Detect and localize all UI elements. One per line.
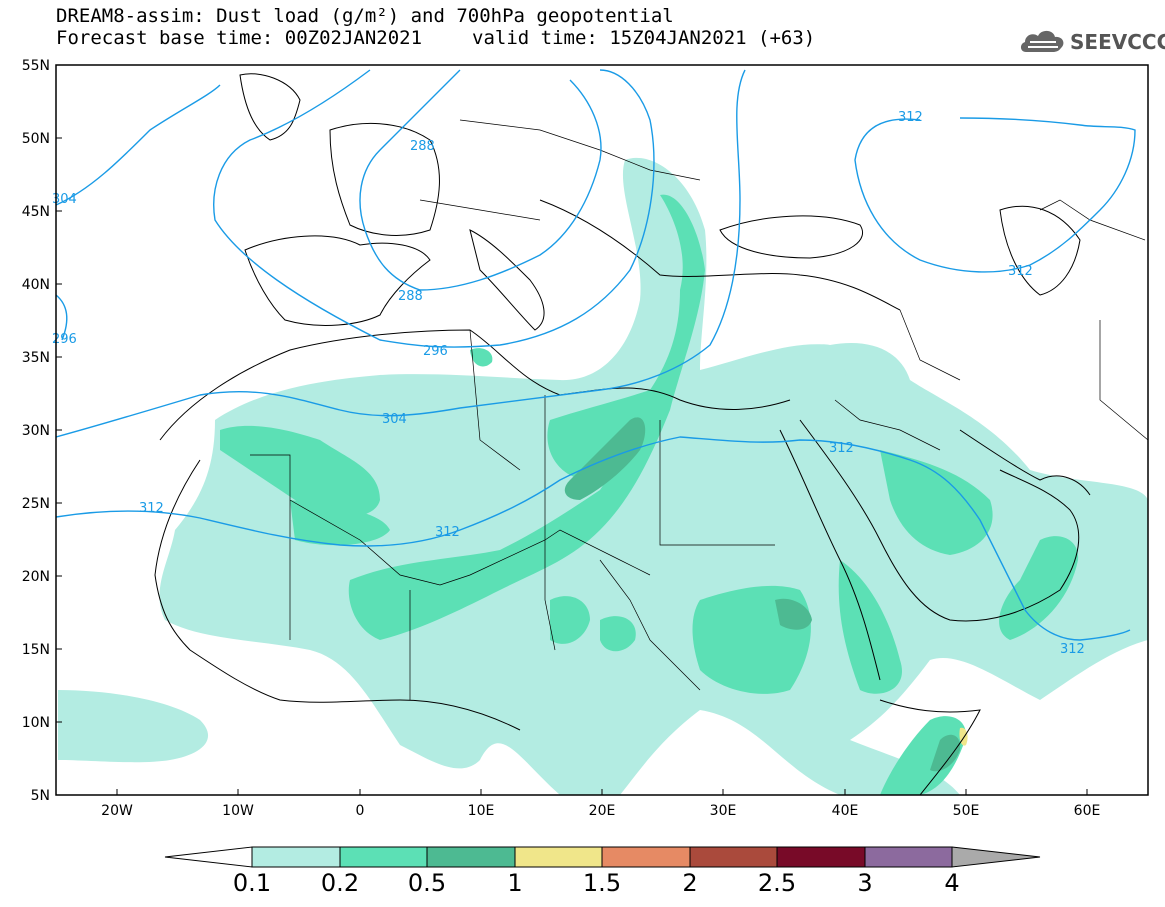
contour-label: 288	[398, 289, 423, 304]
borders	[250, 119, 1149, 700]
lat-label: 35N	[22, 350, 50, 366]
colorbar-label: 0.5	[407, 869, 447, 897]
colorbar-segment	[514, 846, 603, 868]
contour-label: 312	[829, 441, 854, 456]
contour-label: 312	[898, 110, 923, 125]
lon-label: 20W	[101, 803, 133, 819]
seevccc-logo: SEEVCCC	[1018, 26, 1165, 56]
lat-label: 40N	[22, 277, 50, 293]
forecast-base-time: Forecast base time: 00Z02JAN2021	[56, 27, 423, 49]
colorbar-segment	[864, 846, 953, 868]
lon-label: 30E	[710, 803, 737, 819]
lon-label: 50E	[953, 803, 980, 819]
colorbar	[164, 846, 1041, 868]
axis-ticks	[56, 64, 1088, 795]
lat-label: 25N	[22, 496, 50, 512]
logo-text: SEEVCCC	[1070, 30, 1165, 54]
colorbar-left-arrow	[164, 846, 253, 868]
coastlines	[154, 73, 1091, 796]
colorbar-segment	[601, 846, 691, 868]
colorbar-label: 0.1	[232, 869, 272, 897]
colorbar-segment	[339, 846, 428, 868]
colorbar-segment	[251, 846, 341, 868]
contour-label: 312	[435, 525, 460, 540]
valid-time: valid time: 15Z04JAN2021 (+63)	[472, 27, 816, 49]
colorbar-segment	[426, 846, 516, 868]
colorbar-label: 2	[682, 869, 698, 897]
lat-label: 15N	[22, 642, 50, 658]
time-info: Forecast base time: 00Z02JAN2021 valid ti…	[56, 28, 815, 48]
contour-label: 312	[1060, 642, 1085, 657]
contour-label: 304	[52, 192, 77, 207]
lon-label: 40E	[832, 803, 859, 819]
lat-label: 55N	[22, 58, 50, 74]
geopotential-contours	[55, 69, 1136, 641]
contour-label: 296	[423, 344, 448, 359]
dust-layer	[58, 157, 1149, 795]
colorbar-right-arrow	[951, 846, 1041, 868]
colorbar-label: 1	[507, 869, 523, 897]
colorbar-label: 4	[944, 869, 960, 897]
map-title: DREAM8-assim: Dust load (g/m²) and 700hP…	[56, 5, 674, 27]
lat-label: 45N	[22, 204, 50, 220]
lat-label: 5N	[31, 788, 50, 804]
colorbar-segment	[689, 846, 778, 868]
lon-label: 0	[356, 803, 365, 819]
colorbar-label: 0.2	[320, 869, 360, 897]
contour-label: 304	[382, 412, 407, 427]
contour-labels: 304 288 288 296 296 304 312 312 312 312 …	[52, 110, 1085, 657]
colorbar-label: 1.5	[582, 869, 622, 897]
lat-label: 20N	[22, 569, 50, 585]
lon-label: 10E	[468, 803, 495, 819]
contour-label: 312	[1008, 264, 1033, 279]
lat-label: 50N	[22, 131, 50, 147]
cloud-icon	[1020, 30, 1064, 52]
lon-label: 20E	[589, 803, 616, 819]
colorbar-label: 3	[857, 869, 873, 897]
contour-label: 296	[52, 332, 77, 347]
lat-label: 30N	[22, 423, 50, 439]
lat-label: 10N	[22, 715, 50, 731]
colorbar-label: 2.5	[757, 869, 797, 897]
lon-label: 60E	[1074, 803, 1101, 819]
colorbar-segment	[776, 846, 866, 868]
contour-label: 288	[410, 139, 435, 154]
contour-label: 312	[139, 501, 164, 516]
lon-label: 10W	[222, 803, 254, 819]
